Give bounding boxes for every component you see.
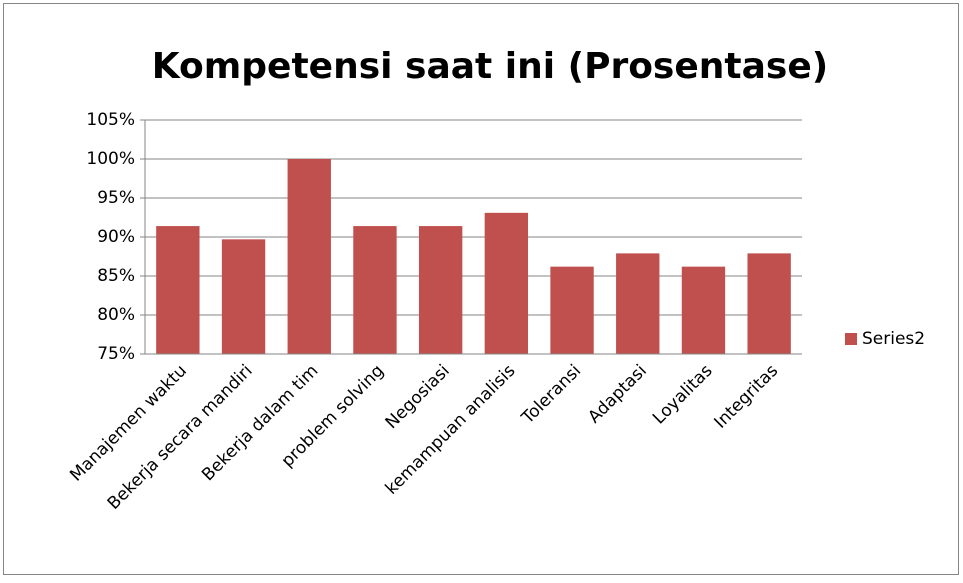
y-tick-label: 95%	[97, 188, 135, 208]
chart-title: Kompetensi saat ini (Prosentase)	[152, 46, 828, 87]
bar	[616, 253, 660, 354]
y-tick-label: 105%	[86, 110, 135, 130]
legend-label: Series2	[862, 329, 925, 349]
legend-swatch	[845, 333, 857, 345]
y-tick-label: 90%	[97, 227, 135, 247]
y-tick-label: 85%	[97, 266, 135, 286]
y-tick-label: 80%	[97, 305, 135, 325]
bar	[550, 266, 594, 354]
bar	[287, 159, 331, 354]
bar	[221, 239, 266, 354]
bar	[484, 212, 529, 354]
bar	[156, 226, 200, 354]
bar	[681, 266, 726, 354]
chart-border	[3, 3, 959, 575]
bar	[747, 253, 791, 354]
bar	[418, 226, 463, 354]
y-tick-label: 100%	[86, 149, 135, 169]
y-tick-label: 75%	[97, 344, 135, 364]
bar	[353, 226, 397, 354]
